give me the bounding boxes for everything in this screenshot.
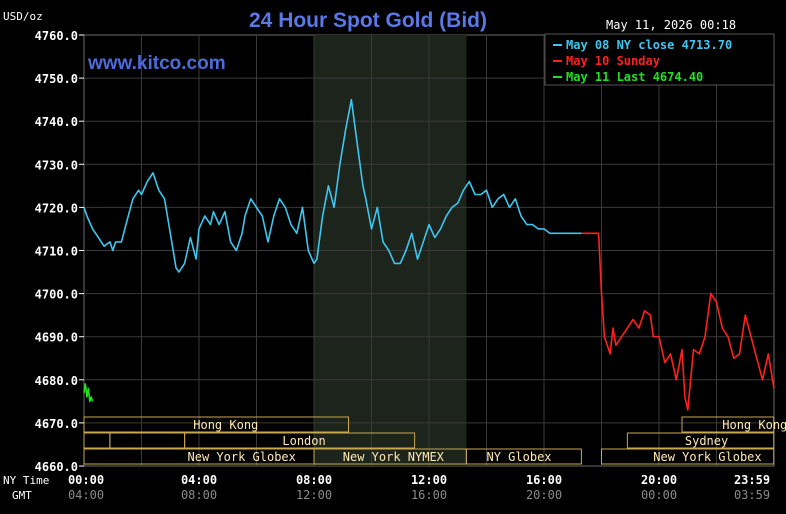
y-tick-label: 4690.0 <box>35 331 78 345</box>
session-label: Sydney <box>685 434 728 448</box>
y-tick-label: 4680.0 <box>35 374 78 388</box>
x-tick-label-ny: 20:00 <box>641 473 677 487</box>
y-tick-label: 4720.0 <box>35 201 78 215</box>
x-tick-label-ny: 04:00 <box>181 473 217 487</box>
legend: May 08 NY close 4713.70 May 10 Sunday May … <box>553 38 732 84</box>
x-tick-label-gmt: 16:00 <box>411 488 447 502</box>
x-tick-label-ny: 23:59 <box>734 473 770 487</box>
y-tick-label: 4760.0 <box>35 29 78 43</box>
session-bar <box>601 448 775 465</box>
series-line <box>581 232 775 411</box>
legend-box <box>544 33 775 86</box>
session-label: New York Globex <box>653 450 761 464</box>
x-tick-label-gmt: 03:59 <box>734 488 770 502</box>
session-label: London <box>282 434 325 448</box>
timestamp: May 11, 2026 00:18 <box>606 18 736 32</box>
legend-entry: May 10 Sunday <box>566 54 660 68</box>
session-label: New York Globex <box>188 450 296 464</box>
x-row-label-ny: NY Time <box>3 474 49 487</box>
series-line <box>83 98 582 273</box>
x-tick-label-ny: 08:00 <box>296 473 332 487</box>
session-label: New York NYMEX <box>343 450 445 464</box>
y-tick-label: 4730.0 <box>35 158 78 172</box>
y-tick-label: 4750.0 <box>35 72 78 86</box>
session-bars: Hong Kong Hong Kong London Sydney New York G… <box>83 416 786 465</box>
chart-title: 24 Hour Spot Gold (Bid) <box>249 9 487 32</box>
series-line <box>83 383 94 403</box>
y-tick-label: 4670.0 <box>35 417 78 431</box>
session-label: NY Globex <box>487 450 552 464</box>
x-tick-label-ny: 12:00 <box>411 473 447 487</box>
legend-entry: May 11 Last 4674.40 <box>566 70 703 84</box>
y-tick-label: 4740.0 <box>35 115 78 129</box>
session-bar <box>109 432 186 449</box>
x-tick-label-gmt: 04:00 <box>68 488 104 502</box>
watermark: www.kitco.com <box>87 53 226 74</box>
x-tick-label-gmt: 08:00 <box>181 488 217 502</box>
price-series <box>83 98 775 411</box>
y-tick-label: 4710.0 <box>35 245 78 259</box>
y-tick-label: 4700.0 <box>35 288 78 302</box>
x-tick-label-ny: 16:00 <box>526 473 562 487</box>
session-bar <box>465 448 582 465</box>
unit-label: USD/oz <box>3 10 43 23</box>
x-row-label-gmt: GMT <box>12 489 32 502</box>
session-label: Hong Kong <box>722 418 786 432</box>
x-tick-label-gmt: 12:00 <box>296 488 332 502</box>
x-tick-label-ny: 00:00 <box>68 473 104 487</box>
y-tick-label: 4660.0 <box>35 460 78 474</box>
x-tick-label-gmt: 00:00 <box>641 488 677 502</box>
session-label: Hong Kong <box>193 418 258 432</box>
legend-entry: May 08 NY close 4713.70 <box>566 38 732 52</box>
x-axis-labels: 00:00 04:00 08:00 12:00 16:00 20:00 23:5904:00… <box>68 473 770 502</box>
y-axis-labels: 4760.0 4750.0 4740.0 4730.0 4720.0 4710.0 4700… <box>35 29 84 474</box>
x-tick-label-gmt: 20:00 <box>526 488 562 502</box>
session-bar <box>626 432 775 449</box>
session-bar <box>681 416 775 433</box>
session-bar <box>83 416 349 433</box>
